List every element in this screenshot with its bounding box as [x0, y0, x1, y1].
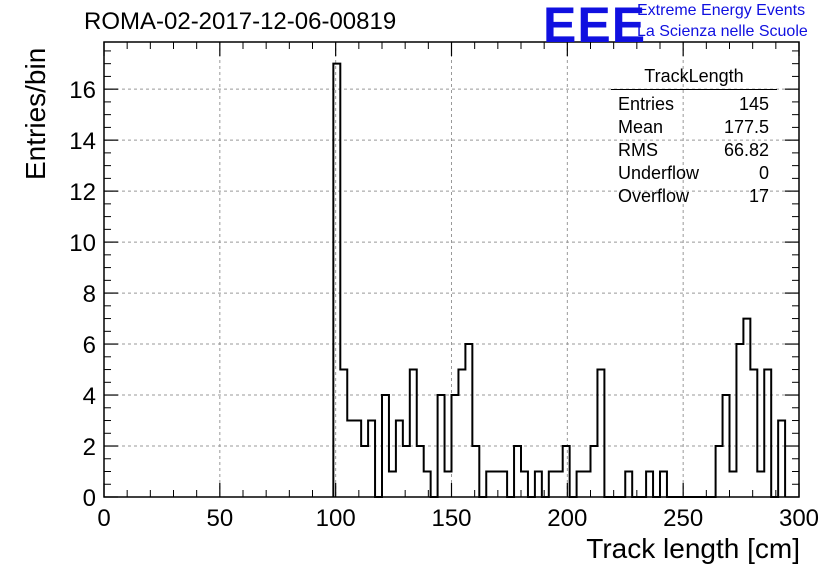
- stats-label: Underflow: [618, 163, 700, 183]
- x-tick-label: 300: [779, 505, 819, 532]
- y-tick-label: 0: [83, 485, 96, 512]
- stats-value: 66.82: [723, 140, 769, 160]
- stats-box: TrackLength Entries 145 Mean 177.5 RMS 6…: [611, 66, 777, 208]
- eee-logo: EEE: [543, 0, 647, 53]
- x-tick-label: 0: [97, 505, 110, 532]
- stats-label: RMS: [618, 140, 658, 160]
- stats-value: 0: [758, 163, 769, 183]
- stats-row-overflow: Overflow 17: [611, 185, 777, 208]
- x-tick-label: 150: [431, 505, 471, 532]
- y-tick-labels: 0 2 4 6 8 10 12 14 16: [69, 77, 96, 512]
- x-tick-label: 250: [663, 505, 703, 532]
- axis-ticks: [103, 42, 800, 498]
- stats-row-mean: Mean 177.5: [611, 116, 777, 139]
- stats-row-entries: Entries 145: [611, 93, 777, 116]
- x-axis-label: Track length [cm]: [586, 533, 800, 564]
- stats-label: Entries: [618, 94, 675, 114]
- y-axis-label: Entries/bin: [20, 47, 51, 180]
- y-tick-label: 4: [83, 383, 96, 410]
- run-title: ROMA-02-2017-12-06-00819: [84, 8, 397, 35]
- y-tick-label: 10: [69, 230, 96, 257]
- x-tick-labels: 0 50 100 150 200 250 300: [97, 505, 819, 532]
- stats-value: 177.5: [723, 117, 769, 137]
- y-tick-label: 8: [83, 281, 96, 308]
- stats-row-rms: RMS 66.82: [611, 139, 777, 162]
- y-tick-label: 14: [69, 128, 96, 155]
- stats-label: Mean: [618, 117, 664, 137]
- y-tick-label: 12: [69, 179, 96, 206]
- y-tick-label: 2: [83, 434, 96, 461]
- x-tick-label: 100: [316, 505, 356, 532]
- x-tick-label: 50: [206, 505, 233, 532]
- y-tick-label: 16: [69, 77, 96, 104]
- stats-value: 145: [738, 94, 769, 114]
- stats-title: TrackLength: [611, 66, 777, 90]
- x-tick-label: 200: [547, 505, 587, 532]
- plot-frame: [103, 41, 800, 498]
- stats-row-underflow: Underflow 0: [611, 162, 777, 185]
- logo-line-2: La Scienza nelle Scuole: [637, 23, 808, 40]
- stats-label: Overflow: [618, 186, 690, 206]
- logo-line-1: Extreme Energy Events: [637, 2, 806, 19]
- stats-value: 17: [748, 186, 769, 206]
- y-tick-label: 6: [83, 332, 96, 359]
